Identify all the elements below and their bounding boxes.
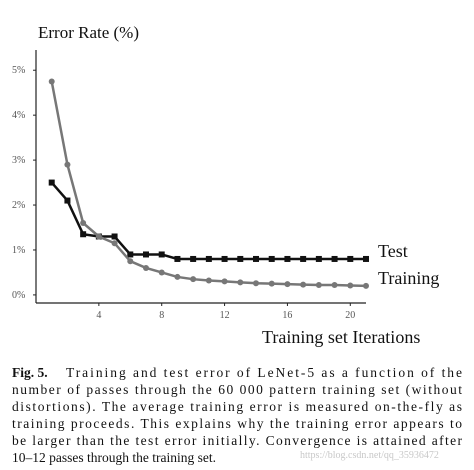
y-tick-label: 5% <box>12 65 25 76</box>
point <box>268 280 275 287</box>
point <box>253 280 259 287</box>
caption-line: distortions). The average training error… <box>12 399 462 414</box>
point <box>205 255 212 262</box>
point <box>127 258 134 265</box>
point <box>143 264 149 271</box>
x-tick-label: 20 <box>345 310 355 321</box>
point <box>237 255 244 262</box>
point <box>48 78 55 85</box>
y-tick-label: 2% <box>12 200 25 211</box>
point <box>174 255 181 262</box>
x-tick-label: 12 <box>220 310 230 321</box>
point <box>363 282 369 289</box>
x-tick-label: 4 <box>96 310 101 321</box>
point <box>221 255 228 262</box>
y-axis-title: Error Rate (%) <box>38 23 139 42</box>
point <box>158 251 165 258</box>
point <box>48 179 55 186</box>
point <box>268 255 275 262</box>
point <box>237 279 244 286</box>
point <box>143 251 149 258</box>
point <box>205 277 212 284</box>
point <box>64 161 71 168</box>
point <box>190 276 197 283</box>
point <box>331 255 338 262</box>
point <box>300 281 307 288</box>
caption-line: be larger than the test error initially.… <box>12 433 463 448</box>
caption-line: Training and test error of LeNet-5 as a … <box>66 365 462 380</box>
point <box>347 255 354 262</box>
point <box>300 255 307 262</box>
series-line <box>50 181 366 261</box>
point <box>331 282 338 289</box>
point <box>363 255 369 262</box>
caption-line: training proceeds. This explains why the… <box>12 416 462 431</box>
caption-label: Fig. 5. <box>12 365 48 380</box>
x-tick-label: 8 <box>159 310 164 321</box>
y-tick-label: 3% <box>12 155 25 166</box>
series-label: Training <box>378 268 439 288</box>
series-label: Test <box>378 241 408 261</box>
point <box>347 282 354 289</box>
point <box>95 233 102 240</box>
point <box>221 278 228 285</box>
x-axis-title: Training set Iterations <box>262 327 420 347</box>
y-tick-label: 4% <box>12 110 25 121</box>
point <box>315 282 322 289</box>
point <box>174 273 181 280</box>
point <box>253 255 259 262</box>
y-tick-label: 1% <box>12 245 25 256</box>
point <box>80 220 87 227</box>
point <box>80 231 87 238</box>
y-tick-label: 0% <box>12 290 25 301</box>
point <box>190 255 197 262</box>
point <box>315 255 322 262</box>
point <box>284 255 291 262</box>
point <box>111 233 118 240</box>
series-line <box>50 81 367 288</box>
point <box>158 269 165 276</box>
point <box>111 240 118 247</box>
point <box>127 251 134 258</box>
point <box>64 197 71 204</box>
watermark: https://blog.csdn.net/qq_35936472 <box>300 450 439 461</box>
point <box>284 281 291 288</box>
x-tick-label: 16 <box>282 310 292 321</box>
caption-line: 10–12 passes through the training set. <box>12 450 216 465</box>
caption-line: number of passes through the 60 000 patt… <box>12 382 462 397</box>
